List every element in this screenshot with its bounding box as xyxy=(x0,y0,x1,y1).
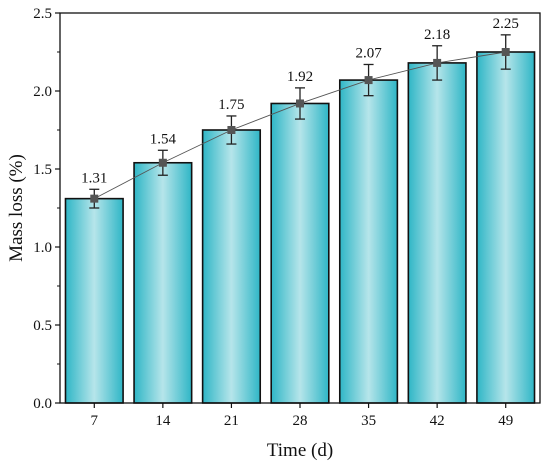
data-point-35 xyxy=(364,76,373,85)
value-label-35: 2.07 xyxy=(355,45,382,61)
bar-28 xyxy=(270,102,330,404)
data-labels-layer: 1.31 1.54 1.75 1.92 2.07 2.18 2.25 xyxy=(81,16,519,186)
y-tick-label: 2.0 xyxy=(33,84,52,100)
bar-21 xyxy=(201,129,262,404)
y-tick-label: 1.5 xyxy=(33,162,52,178)
y-tick-label: 2.5 xyxy=(33,6,52,22)
x-axis-title: Time (d) xyxy=(267,440,333,461)
value-label-14: 1.54 xyxy=(150,131,177,147)
data-point-42 xyxy=(433,58,442,67)
y-tick-label: 1.0 xyxy=(33,240,52,256)
value-label-28: 1.92 xyxy=(287,69,313,85)
data-point-49 xyxy=(501,48,510,56)
x-tick-label-42: 42 xyxy=(430,413,445,429)
data-point-28 xyxy=(296,99,304,108)
bar-35 xyxy=(338,79,399,404)
bars-layer xyxy=(64,51,536,404)
x-tick-label-35: 35 xyxy=(361,413,376,429)
y-tick-label: 0.5 xyxy=(33,318,52,334)
x-tick-label-28: 28 xyxy=(293,413,308,429)
data-point-21 xyxy=(227,126,236,134)
x-tick-label-49: 49 xyxy=(498,413,513,429)
bar-7 xyxy=(64,197,124,404)
value-label-21: 1.75 xyxy=(218,97,244,113)
x-tick-label-14: 14 xyxy=(155,413,171,429)
value-label-42: 2.18 xyxy=(424,27,450,43)
x-tick-label-21: 21 xyxy=(224,413,239,429)
trend-layer xyxy=(90,48,510,203)
y-tick-label: 0.0 xyxy=(33,396,52,412)
data-point-14 xyxy=(158,158,167,167)
y-axis-title: Mass loss (%) xyxy=(6,154,27,262)
data-point-7 xyxy=(90,194,99,203)
value-label-49: 2.25 xyxy=(493,16,519,32)
bar-42 xyxy=(407,62,467,404)
axis-layer: 0.0 0.5 1.0 1.5 2.0 2.5 7 14 21 28 35 42 49 xyxy=(33,6,513,429)
bar-14 xyxy=(133,161,193,404)
value-label-7: 1.31 xyxy=(81,170,107,186)
x-tick-label-7: 7 xyxy=(91,413,99,429)
bar-49 xyxy=(476,51,536,404)
